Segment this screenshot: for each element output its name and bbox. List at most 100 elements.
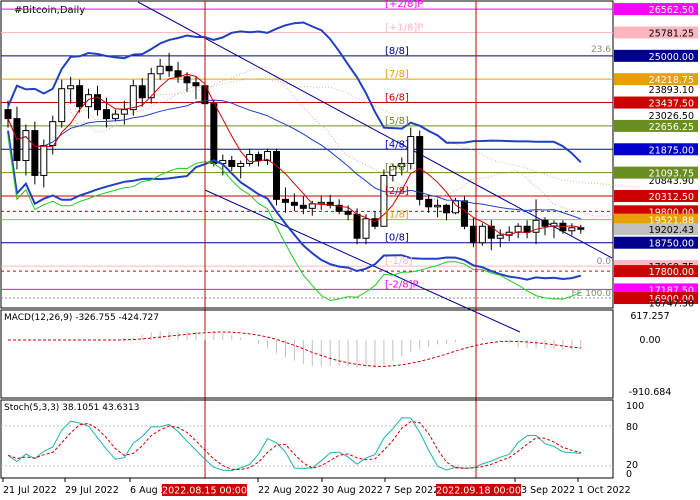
- candle-body-2: [22, 130, 30, 161]
- candle-body-39: [353, 213, 361, 239]
- price-label-6: 23026.50: [649, 111, 694, 122]
- stoch-scale-2: 20: [626, 460, 638, 471]
- price-label-2: 25000.00: [649, 52, 694, 63]
- price-panel: #Bitcoin,Daily [+2/8]P[+1/8]P[8/8][7/8][…: [0, 0, 641, 333]
- candle-body-34: [308, 203, 316, 209]
- candle-body-43: [389, 165, 397, 176]
- time-tick-5: 7 Sep 2022: [385, 485, 439, 496]
- price-axis: 26562.50 25781.25 25000.00 24218.7523893.10…: [614, 3, 698, 310]
- murrey-label-3: [7/8]: [385, 69, 409, 80]
- fibo-label-2: FE 100.0: [572, 289, 612, 299]
- stochastic-panel: Stoch(5,3,3) 38.1051 43.6313: [0, 399, 614, 479]
- candle-body-61: [550, 222, 558, 227]
- price-label-box-5: [614, 96, 698, 109]
- price-label-box-14: [614, 223, 698, 236]
- murrey-label-11: [-1/8]: [385, 256, 413, 267]
- price-label-box-11: [614, 189, 698, 202]
- band-upper: [7, 21, 582, 164]
- price-label-4: 23893.10: [649, 85, 694, 96]
- indicator-axis: 617.257 0.00 -910.684 100 80 200: [626, 311, 671, 480]
- price-label-box-17: [614, 265, 698, 278]
- stoch-scale-3: 0: [626, 469, 632, 480]
- murrey-level-labels: [+2/8]P [+1/8]P [8/8] [7/8] [6/8] [5/8] [4/8] […: [385, 0, 423, 290]
- murrey-label-5: [5/8]: [385, 116, 409, 127]
- time-highlight-1: 2022.09.18 00:00: [436, 486, 521, 497]
- stochastic-panel-frame: [0, 399, 614, 479]
- candle-body-28: [255, 154, 263, 161]
- time-tick-3: 22 Aug 2022: [258, 485, 319, 496]
- candle-body-4: [40, 145, 48, 176]
- candle-body-8: [76, 85, 84, 108]
- murrey-label-4: [6/8]: [385, 93, 409, 104]
- candle-body-60: [541, 219, 549, 227]
- ichimoku-cloud: [67, 67, 641, 217]
- candle-body-20: [183, 76, 191, 84]
- candle-body-64: [577, 227, 585, 230]
- price-label-11: 20312.50: [649, 192, 694, 203]
- candle-body-40: [362, 218, 370, 239]
- candle-body-11: [102, 109, 110, 120]
- murrey-math-lines: [1, 8, 613, 299]
- candle-body-13: [120, 109, 128, 115]
- price-label-box-10: [614, 166, 698, 179]
- price-label-box-3: [614, 73, 698, 86]
- candle-body-58: [523, 225, 531, 233]
- candle-body-23: [210, 103, 218, 164]
- price-label-box-0: [614, 3, 698, 16]
- ichimoku-span-b: [67, 77, 641, 188]
- candle-body-49: [443, 204, 451, 214]
- candle-body-30: [273, 151, 280, 200]
- candlesticks: [4, 52, 585, 251]
- price-label-7: 22656.25: [649, 122, 694, 133]
- time-tick-0: 21 Jul 2022: [3, 485, 57, 496]
- macd-histogram: [114, 331, 582, 368]
- stoch-label: Stoch(5,3,3) 38.1051 43.6313: [4, 403, 139, 413]
- candle-body-3: [31, 130, 39, 176]
- channel-upper-line: [137, 1, 613, 259]
- time-tick-4: 30 Aug 2022: [322, 485, 383, 496]
- murrey-label-2: [8/8]: [385, 46, 409, 57]
- stoch-scale-0: 100: [626, 401, 644, 412]
- time-tick-2: 6 Aug 2022: [130, 485, 185, 496]
- candle-body-45: [407, 136, 415, 164]
- price-label-box-13: [614, 213, 698, 226]
- trend-channel: [137, 1, 613, 333]
- candle-body-44: [398, 162, 406, 167]
- candle-body-33: [299, 204, 307, 209]
- macd-panel: MACD(12,26,9) -326.755 -424.727: [0, 309, 614, 399]
- candle-body-18: [165, 65, 173, 72]
- time-highlight-0: 2022.08.15 00:00: [162, 486, 247, 497]
- price-panel-frame: [0, 0, 614, 309]
- price-label-20: 16747.30: [649, 299, 694, 310]
- candle-body-15: [138, 85, 146, 99]
- price-label-1: 25781.25: [649, 28, 694, 39]
- stoch-main-line: [7, 417, 581, 472]
- candle-body-10: [94, 94, 101, 111]
- murrey-label-8: [2/8]: [385, 186, 409, 197]
- band-middle: [7, 99, 581, 220]
- time-tick-7: 1 Oct 2022: [578, 485, 631, 496]
- price-label-box-8: [614, 143, 698, 156]
- candle-body-21: [192, 82, 200, 87]
- candle-body-35: [317, 201, 325, 205]
- price-label-13: 19521.88: [649, 216, 694, 227]
- murrey-label-7: [3/8]: [385, 163, 409, 174]
- macd-scale-0: 617.257: [630, 311, 669, 322]
- murrey-label-10: [0/8]: [385, 233, 409, 244]
- candle-body-37: [335, 204, 343, 212]
- price-label-12: 19800.00: [649, 207, 694, 218]
- price-label-box-2: [614, 49, 698, 62]
- candle-body-41: [371, 218, 379, 227]
- price-label-10: 21093.75: [649, 169, 694, 180]
- candle-body-55: [496, 234, 504, 239]
- candle-body-57: [514, 225, 522, 233]
- fibo-labels: 23.6 0.0 FE 100.0: [572, 45, 612, 299]
- murrey-label-1: [+1/8]P: [385, 22, 423, 33]
- price-label-9: 20843.90: [649, 176, 694, 187]
- candle-body-6: [58, 88, 66, 123]
- macd-scale-1: 0.00: [639, 335, 660, 346]
- candle-body-54: [487, 225, 495, 239]
- macd-signal-line: [8, 331, 581, 367]
- murrey-label-9: [1/8]: [385, 210, 409, 221]
- candle-body-25: [228, 159, 236, 167]
